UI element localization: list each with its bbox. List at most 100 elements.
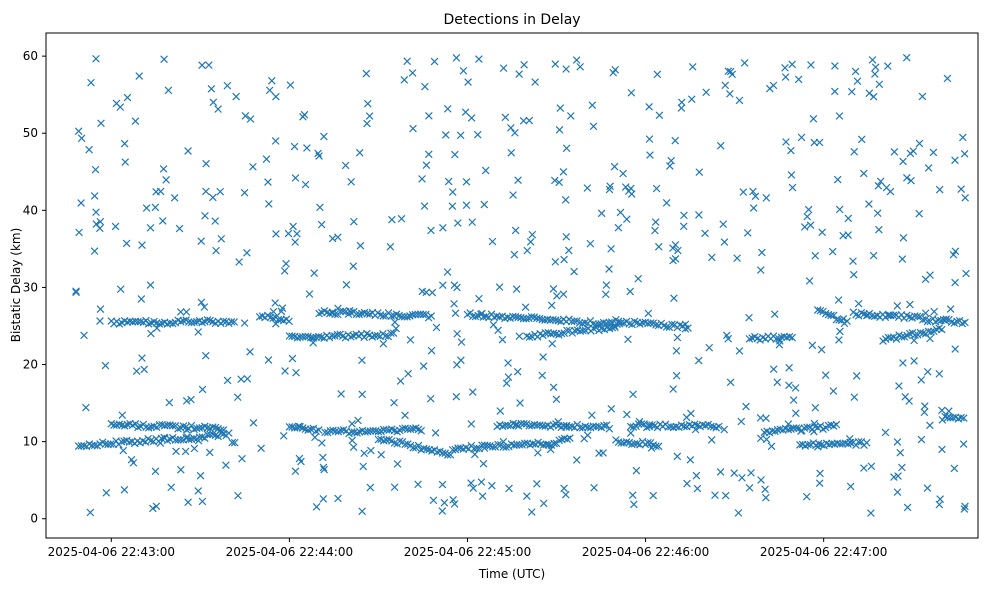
detection-marker [438,281,447,290]
detection-marker [86,508,95,517]
detection-marker [319,453,327,462]
detection-marker [811,251,820,260]
detection-marker [209,98,218,107]
detection-marker [240,319,249,327]
detection-marker [320,465,329,474]
detection-marker [673,333,682,342]
detection-marker [310,269,319,277]
detection-marker [566,434,574,442]
detection-marker [198,61,206,70]
detection-marker [621,183,630,191]
detection-marker [926,421,934,430]
detection-marker [533,448,542,457]
detection-marker [205,448,214,457]
detection-marker [756,266,765,274]
detection-marker [893,438,902,446]
detection-marker [289,222,297,231]
detection-marker [419,310,428,319]
detection-marker [944,407,953,415]
detection-marker [341,161,350,170]
detection-marker [520,60,528,69]
detection-marker [96,217,105,226]
detection-marker [152,502,161,511]
detection-marker [588,411,596,419]
detection-marker [162,176,170,184]
detection-marker [927,328,935,336]
detection-marker [782,138,790,146]
detection-marker [318,439,326,447]
detection-marker [409,443,417,452]
detection-marker [920,402,929,410]
detection-marker [294,422,303,431]
detection-marker [240,188,249,197]
detection-marker [644,309,653,318]
detection-marker [464,78,472,86]
x-tick-label: 2025-04-06 22:47:00 [760,545,887,559]
detection-marker [495,313,504,321]
detection-marker [291,467,300,476]
detection-marker [769,365,778,373]
detection-marker [829,387,838,395]
detection-marker [523,246,532,255]
detection-marker [358,507,366,516]
detection-marker [767,442,776,451]
detection-marker [588,101,597,110]
detection-marker [652,321,660,329]
detection-marker [448,188,457,196]
detection-marker [873,209,882,218]
detection-marker [281,367,289,375]
detection-marker [821,371,830,379]
detection-marker [212,246,220,255]
detection-marker [564,246,573,255]
detection-marker [921,309,930,317]
detection-marker [681,320,690,329]
detection-marker [203,316,212,324]
detection-marker [389,329,398,337]
detection-marker [516,399,524,407]
detection-marker [850,393,859,401]
detection-marker [672,371,681,380]
detection-marker [438,449,447,457]
detection-marker [457,356,465,365]
detection-marker [716,468,725,476]
detection-marker [646,151,654,159]
detection-marker [850,147,859,156]
detection-marker [429,496,438,505]
detection-marker [923,367,932,376]
detection-marker [246,115,255,123]
detection-marker [599,449,607,457]
detection-marker [811,403,820,412]
detection-marker [450,150,459,159]
detection-marker [686,455,695,464]
detection-marker [225,429,233,437]
detection-marker [570,267,578,276]
detection-marker [605,265,613,273]
detection-marker [505,484,513,493]
detection-marker [428,288,437,297]
detection-marker [632,466,641,475]
detection-marker [849,257,857,265]
detection-marker [743,229,752,237]
detection-marker [951,345,959,353]
detection-marker [810,138,819,147]
detection-marker [320,132,328,141]
detection-marker [668,320,676,329]
x-tick-label: 2025-04-06 22:43:00 [48,545,175,559]
detection-marker [271,299,279,307]
detection-marker [865,200,873,208]
detection-marker [830,87,839,96]
detection-marker [654,242,663,251]
detection-marker [196,471,205,480]
detection-marker [473,130,482,139]
detection-marker [917,376,926,384]
detection-marker [438,507,447,515]
detection-marker [607,245,615,253]
detection-marker [379,339,388,348]
detection-marker [404,369,413,378]
detection-marker [619,169,627,178]
detection-marker [451,309,460,318]
detection-marker [358,390,367,399]
detection-marker [937,325,946,334]
detection-marker [272,92,280,101]
detection-marker [140,365,149,374]
